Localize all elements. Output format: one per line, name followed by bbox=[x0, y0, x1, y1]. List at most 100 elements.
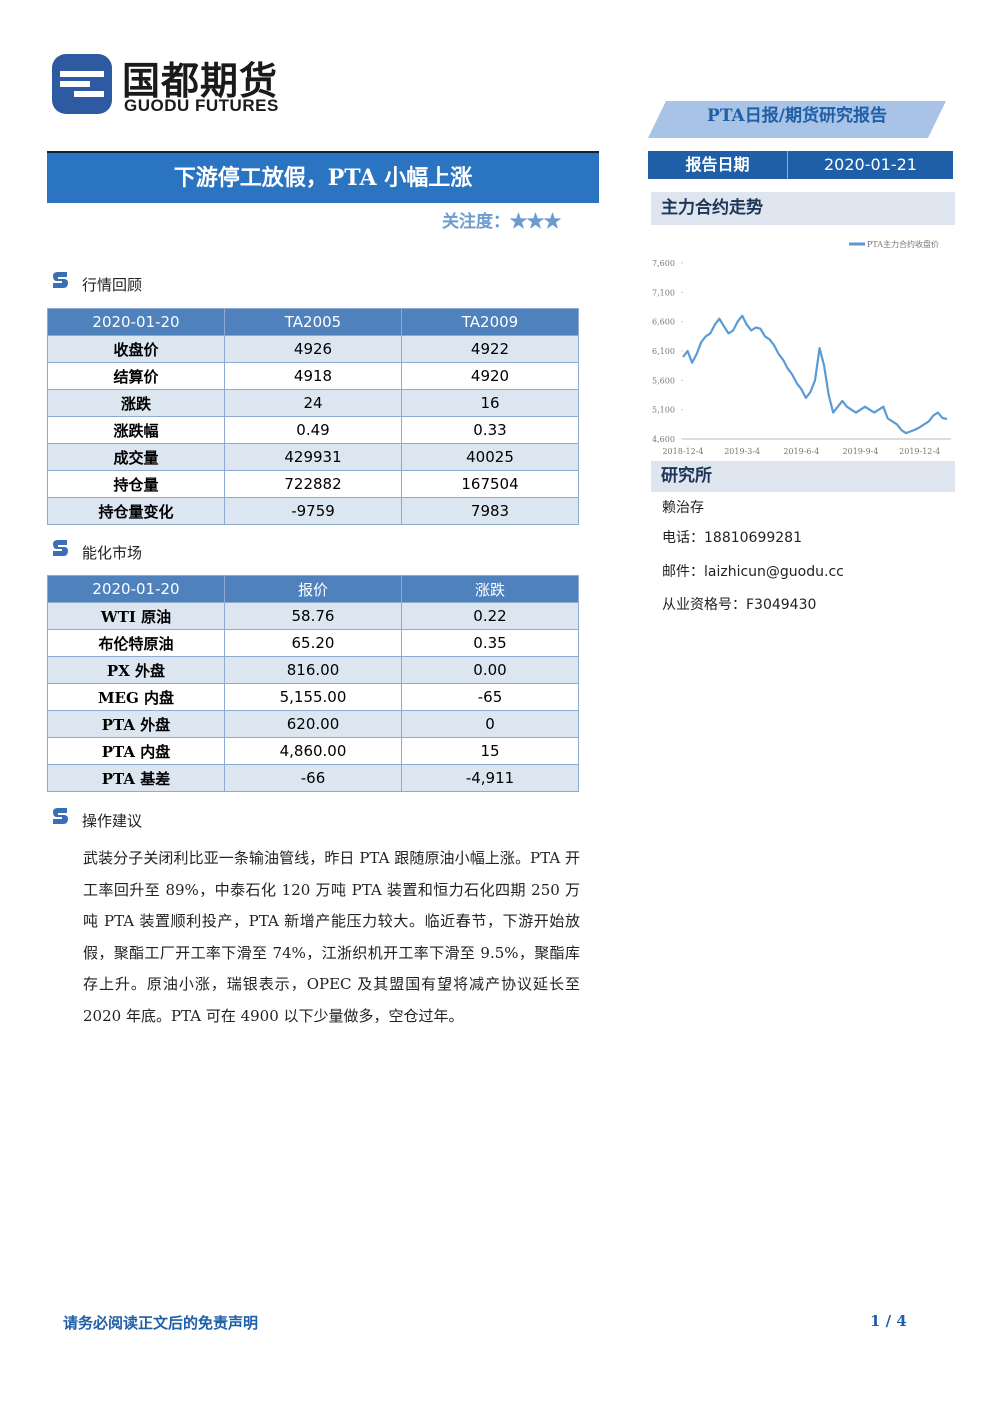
icon-shape bbox=[53, 808, 68, 824]
cell: 0.33 bbox=[401, 416, 579, 444]
section-icon bbox=[53, 808, 68, 824]
section-heading: 能化市场 bbox=[82, 544, 143, 562]
y-tick-label: 7,100 bbox=[652, 288, 675, 297]
section-heading: 行情回顾 bbox=[82, 276, 143, 294]
row-label: MEG 内盘 bbox=[47, 683, 225, 711]
table-row: WTI 原油 58.76 0.22 bbox=[47, 602, 579, 630]
chart: 4,600 5,100 5,600 6,100 6,600 7,100 7,600 2018-… bbox=[652, 239, 951, 456]
icon-shape bbox=[53, 540, 68, 556]
date: 2020-01-21 bbox=[824, 155, 917, 174]
y-tick-label: 6,600 bbox=[652, 318, 675, 327]
cell: 620.00 bbox=[224, 710, 402, 738]
row-label: 持仓量 bbox=[47, 470, 225, 498]
cell: -4,911 bbox=[401, 764, 579, 792]
cell: -9759 bbox=[224, 497, 402, 525]
cell: 58.76 bbox=[224, 602, 402, 630]
contact-value: 18810699281 bbox=[704, 530, 802, 546]
table-row: PTA 外盘 620.00 0 bbox=[47, 710, 579, 738]
banner-bg bbox=[648, 101, 946, 138]
row-label: PTA 外盘 bbox=[47, 710, 225, 738]
x-tick-label: 2018-12-4 bbox=[662, 447, 703, 456]
y-tick-label: 4,600 bbox=[652, 435, 675, 444]
header-cell: 涨跌 bbox=[401, 575, 579, 603]
institute: 研究所 bbox=[651, 461, 955, 492]
cell: 24 bbox=[224, 389, 402, 417]
row-label: PX 外盘 bbox=[47, 656, 225, 684]
data-table: 2020-01-20 报价 涨跌 WTI 原油 58.76 0.22 布伦特原油 65.20 0… bbox=[47, 575, 579, 792]
section-icon bbox=[53, 540, 68, 556]
header-cell: 2020-01-20 bbox=[47, 575, 225, 603]
cell: 16 bbox=[401, 389, 579, 417]
cell: 0.00 bbox=[401, 656, 579, 684]
section-heading: 操作建议 bbox=[82, 812, 143, 830]
date-row: 报告日期 2020-01-21 bbox=[648, 151, 953, 179]
table-row: PTA 基差 -66 -4,911 bbox=[47, 764, 579, 792]
cell: 15 bbox=[401, 737, 579, 765]
series-line bbox=[682, 314, 948, 435]
contact-label: 从业资格号： bbox=[662, 597, 746, 613]
cell: 0.22 bbox=[401, 602, 579, 630]
date-label: 报告日期 bbox=[648, 151, 788, 179]
section-icon bbox=[53, 272, 68, 288]
logo-en: GUODU FUTURES bbox=[124, 96, 279, 115]
y-tick-label: 6,100 bbox=[652, 347, 675, 356]
logo-mark bbox=[52, 54, 112, 114]
table-row: 布伦特原油 65.20 0.35 bbox=[47, 629, 579, 657]
page-number: 1 / 4 bbox=[870, 1312, 907, 1330]
header-row: 2020-01-20 TA2005 TA2009 bbox=[47, 308, 579, 336]
table-row: PTA 内盘 4,860.00 15 bbox=[47, 737, 579, 765]
data-table: 2020-01-20 TA2005 TA2009 收盘价 4926 4922 结算价 4918… bbox=[47, 308, 579, 525]
icon-shape bbox=[53, 272, 68, 288]
x-tick-label: 2019-6-4 bbox=[783, 447, 819, 456]
cell: 40025 bbox=[401, 443, 579, 471]
legend-label: PTA主力合约收盘价 bbox=[867, 239, 939, 249]
contact: 从业资格号：F3049430 bbox=[662, 594, 816, 614]
cell: 4,860.00 bbox=[224, 737, 402, 765]
y-tick-label: 7,600 bbox=[652, 259, 675, 268]
contact-label: 邮件： bbox=[662, 564, 704, 580]
table-row: 持仓量变化 -9759 7983 bbox=[47, 497, 579, 525]
row-label: PTA 基差 bbox=[47, 764, 225, 792]
row-label: 涨跌 bbox=[47, 389, 225, 417]
row-label: 收盘价 bbox=[47, 335, 225, 363]
x-tick-label: 2019-12-4 bbox=[899, 447, 940, 456]
cell: 0.35 bbox=[401, 629, 579, 657]
logo-cn: 国都期货 bbox=[122, 59, 279, 103]
table-row: 涨跌 24 16 bbox=[47, 389, 579, 417]
table-row: 结算价 4918 4920 bbox=[47, 362, 579, 390]
contact: 电话：18810699281 bbox=[662, 527, 802, 547]
header-row: 2020-01-20 报价 涨跌 bbox=[47, 575, 579, 603]
cell: 4926 bbox=[224, 335, 402, 363]
cell: 816.00 bbox=[224, 656, 402, 684]
contact-label: 电话： bbox=[662, 530, 704, 546]
row-label: WTI 原油 bbox=[47, 602, 225, 630]
row-label: 布伦特原油 bbox=[47, 629, 225, 657]
table-row: MEG 内盘 5,155.00 -65 bbox=[47, 683, 579, 711]
contact-value: laizhicun@guodu.cc bbox=[704, 564, 844, 580]
chart-title: 主力合约走势 bbox=[651, 192, 955, 225]
cell: 429931 bbox=[224, 443, 402, 471]
cell: 722882 bbox=[224, 470, 402, 498]
row-label: 结算价 bbox=[47, 362, 225, 390]
paragraph: 武装分子关闭利比亚一条输油管线，昨日 PTA 跟随原油小幅上涨。PTA 开工率回… bbox=[83, 849, 580, 1025]
cell: 5,155.00 bbox=[224, 683, 402, 711]
table-row: 持仓量 722882 167504 bbox=[47, 470, 579, 498]
header-cell: TA2009 bbox=[401, 308, 579, 336]
cell: 4920 bbox=[401, 362, 579, 390]
attention-stars: ★★★ bbox=[510, 212, 561, 232]
table-row: 成交量 429931 40025 bbox=[47, 443, 579, 471]
disclaimer: 请务必阅读正文后的免责声明 bbox=[63, 1314, 259, 1332]
report-type: PTA日报/期货研究报告 bbox=[707, 106, 887, 126]
cell: 7983 bbox=[401, 497, 579, 525]
analyst: 赖治存 bbox=[662, 500, 704, 516]
cell: -66 bbox=[224, 764, 402, 792]
cell: 167504 bbox=[401, 470, 579, 498]
y-tick-label: 5,600 bbox=[652, 376, 675, 385]
attention: 关注度：★★★ bbox=[442, 207, 561, 232]
report-title: 下游停工放假，PTA 小幅上涨 bbox=[47, 151, 599, 203]
row-label: PTA 内盘 bbox=[47, 737, 225, 765]
cell: 0 bbox=[401, 710, 579, 738]
header-cell: 2020-01-20 bbox=[47, 308, 225, 336]
row-label: 成交量 bbox=[47, 443, 225, 471]
cell: -65 bbox=[401, 683, 579, 711]
